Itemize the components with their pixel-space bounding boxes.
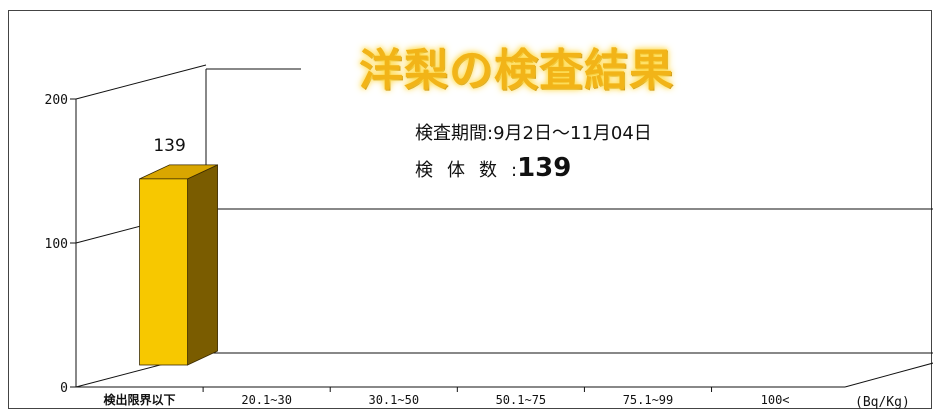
chart-bars [139, 164, 218, 366]
y-tick-label: 100 [45, 237, 68, 252]
count-separator: : [511, 160, 518, 181]
x-category-label: 75.1~99 [623, 393, 674, 407]
x-category-label: 30.1~50 [368, 393, 419, 407]
x-category-label: 20.1~30 [241, 393, 292, 407]
count-value: 139 [517, 153, 572, 183]
chart-axes [70, 64, 933, 392]
bar-chart: 0 100 200 検出限界以下 20.1~30 30.1~50 50.1~75 75.1~9… [45, 64, 933, 410]
y-tick-label: 0 [60, 381, 68, 396]
inspection-period: 検査期間:9月2日～11月04日 [415, 119, 652, 145]
chart-title: 洋梨の検査結果 [359, 45, 674, 96]
bar-data-label: 139 [153, 136, 185, 156]
x-category-label: 100< [761, 393, 790, 407]
count-label: 検体数 [415, 160, 511, 181]
gridline-depth [75, 64, 207, 100]
y-tick-label: 200 [45, 93, 68, 108]
floor-right-edge [844, 362, 933, 388]
x-unit-label: (Bq/Kg) [855, 395, 910, 410]
chart-frame: 0 100 200 検出限界以下 20.1~30 30.1~50 50.1~75 75.1~9… [8, 10, 933, 410]
bar [139, 164, 218, 366]
period-label: 検査期間: [415, 123, 494, 144]
sample-count: 検体数:139 [415, 153, 652, 183]
chart-labels: 0 100 200 検出限界以下 20.1~30 30.1~50 50.1~75 75.1~9… [45, 93, 910, 410]
bar-side [187, 164, 218, 366]
period-value: 9月2日～11月04日 [493, 123, 652, 144]
bar-front [139, 178, 188, 366]
x-category-label: 検出限界以下 [104, 392, 176, 407]
info-panel: 検査期間:9月2日～11月04日 検体数:139 [415, 119, 652, 183]
x-category-label: 50.1~75 [496, 393, 547, 407]
